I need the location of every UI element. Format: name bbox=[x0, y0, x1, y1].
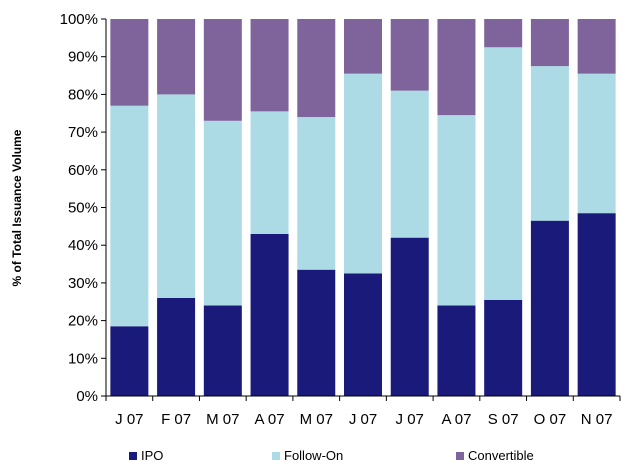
bar-ipo-8 bbox=[437, 305, 476, 396]
x-tick-label: A 07 bbox=[441, 411, 471, 428]
y-tick-label: 60% bbox=[68, 162, 98, 179]
x-tick-label: J 07 bbox=[115, 411, 143, 428]
bar-follow-on-6 bbox=[344, 73, 382, 274]
bar-follow-on-11 bbox=[577, 73, 616, 214]
y-tick-label: 50% bbox=[68, 200, 98, 217]
bar-ipo-5 bbox=[297, 269, 336, 396]
x-tick-label: F 07 bbox=[161, 411, 191, 428]
legend-label-ipo: IPO bbox=[141, 448, 163, 463]
legend-item-convertible: Convertible bbox=[456, 448, 534, 463]
bar-convertible-10 bbox=[530, 19, 569, 67]
bar-convertible-9 bbox=[484, 19, 523, 48]
bar-convertible-8 bbox=[437, 19, 476, 116]
x-tick-label: M 07 bbox=[206, 411, 239, 428]
x-tick-label: O 07 bbox=[534, 411, 567, 428]
bar-ipo-4 bbox=[250, 233, 289, 396]
bar-follow-on-1 bbox=[110, 105, 149, 327]
y-tick-label: 80% bbox=[68, 86, 98, 103]
y-tick-label: 30% bbox=[68, 275, 98, 292]
bar-ipo-1 bbox=[110, 326, 149, 396]
bar-follow-on-5 bbox=[297, 117, 336, 270]
legend: IPO Follow-On Convertible bbox=[129, 448, 534, 463]
y-tick-label: 100% bbox=[60, 11, 98, 28]
x-tick-label: M 07 bbox=[300, 411, 333, 428]
bar-convertible-1 bbox=[110, 19, 149, 106]
y-tick-label: 0% bbox=[76, 388, 98, 405]
bar-convertible-2 bbox=[157, 19, 196, 95]
bar-follow-on-9 bbox=[484, 47, 523, 300]
x-tick-label: J 07 bbox=[349, 411, 377, 428]
bar-ipo-6 bbox=[344, 273, 382, 396]
bar-follow-on-10 bbox=[530, 66, 569, 221]
bar-convertible-7 bbox=[390, 19, 429, 91]
x-axis: J 07 F 07 M 07 A 07 M 07 J 07 J 07 A 07 S 07 O 07… bbox=[105, 395, 621, 428]
bar-follow-on-4 bbox=[250, 111, 289, 234]
x-tick-label: S 07 bbox=[488, 411, 519, 428]
bar-ipo-11 bbox=[577, 213, 616, 396]
bar-convertible-6 bbox=[344, 19, 382, 74]
x-tick-label: A 07 bbox=[255, 411, 285, 428]
bar-follow-on-2 bbox=[157, 94, 196, 298]
bar-convertible-5 bbox=[297, 19, 336, 118]
y-tick-label: 10% bbox=[68, 350, 98, 367]
legend-swatch-follow-on bbox=[272, 452, 280, 460]
y-tick-label: 90% bbox=[68, 49, 98, 66]
legend-item-follow-on: Follow-On bbox=[272, 448, 343, 463]
x-tick-label: J 07 bbox=[396, 411, 424, 428]
bar-follow-on-7 bbox=[390, 90, 429, 238]
y-tick-label: 40% bbox=[68, 237, 98, 254]
y-axis: 0% 10% 20% 30% 40% 50% 60% 70% 80% 90% 100% bbox=[60, 11, 107, 405]
bar-ipo-3 bbox=[203, 305, 242, 396]
y-tick-label: 20% bbox=[68, 313, 98, 330]
bar-ipo-2 bbox=[157, 297, 196, 396]
legend-label-follow-on: Follow-On bbox=[284, 448, 343, 463]
y-axis-title: % of Total Issuance Volume bbox=[10, 129, 24, 286]
bar-convertible-3 bbox=[203, 19, 242, 121]
y-tick-label: 70% bbox=[68, 124, 98, 141]
bar-ipo-10 bbox=[530, 220, 569, 396]
bar-convertible-11 bbox=[577, 19, 616, 74]
bar-follow-on-3 bbox=[203, 120, 242, 306]
legend-item-ipo: IPO bbox=[129, 448, 163, 463]
legend-label-convertible: Convertible bbox=[468, 448, 534, 463]
bar-convertible-4 bbox=[250, 19, 289, 112]
bar-follow-on-8 bbox=[437, 115, 476, 306]
bar-ipo-9 bbox=[484, 299, 523, 396]
bar-ipo-7 bbox=[390, 237, 429, 396]
x-tick-label: N 07 bbox=[581, 411, 613, 428]
plot-area bbox=[110, 19, 616, 396]
legend-swatch-convertible bbox=[456, 452, 464, 460]
legend-swatch-ipo bbox=[129, 452, 137, 460]
